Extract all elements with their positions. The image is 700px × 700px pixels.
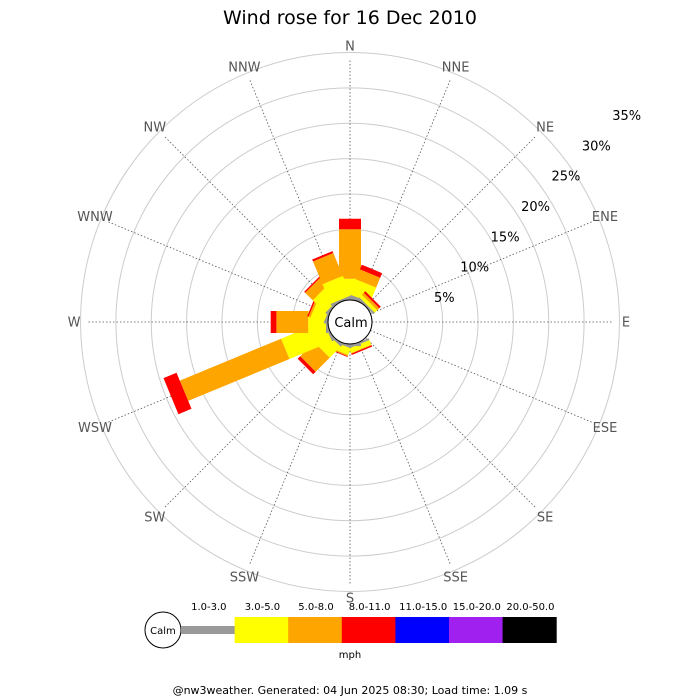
wind-bars [163, 218, 383, 415]
direction-label-ene: ENE [592, 210, 618, 225]
percent-label-35: 35% [612, 109, 641, 124]
bar-wsw-bin3 [179, 338, 290, 401]
spoke-sse [358, 342, 451, 565]
direction-label-w: W [68, 316, 81, 331]
bar-sse-bin2 [349, 340, 372, 354]
direction-label-ese: ESE [593, 421, 618, 436]
bar-sse-bin4 [351, 345, 373, 355]
bar-w-bin4 [270, 311, 277, 333]
legend-swatch-4 [341, 617, 396, 643]
bar-nw-bin4 [304, 276, 321, 293]
percent-label-30: 30% [582, 139, 611, 154]
bar-nnw-bin2 [322, 275, 351, 304]
bar-nnw-bin1 [330, 295, 352, 306]
spoke-ese [370, 330, 593, 423]
legend-swatch-1 [181, 626, 236, 634]
bar-n-bin3 [339, 229, 361, 279]
legend-label-5: 11.0-15.0 [399, 602, 447, 613]
legend-label-3: 5.0-8.0 [298, 602, 333, 613]
bar-ne-bin2 [359, 294, 378, 313]
direction-label-s: S [346, 592, 354, 607]
legend-swatch-6 [449, 617, 504, 643]
spoke-ene [370, 221, 593, 314]
legend-label-4: 8.0-11.0 [349, 602, 391, 613]
legend-swatch-3 [288, 617, 343, 643]
bar-ne-bin3 [361, 292, 380, 311]
direction-label-wsw: WSW [78, 421, 112, 436]
bar-sw-bin4 [297, 356, 316, 375]
direction-label-e: E [622, 316, 630, 331]
direction-label-ssw: SSW [230, 570, 260, 585]
ring-25pct [150, 122, 550, 522]
bar-nnw-bin3 [313, 253, 343, 285]
direction-label-sw: SW [144, 511, 165, 526]
direction-label-nne: NNE [442, 61, 470, 76]
spoke-nw [164, 136, 335, 307]
chart-title: Wind rose for 16 Dec 2010 [223, 7, 477, 29]
spoke-se [365, 337, 536, 508]
calm-center: Calm [327, 299, 373, 345]
legend-swatch-7 [502, 617, 557, 643]
legend-calm-label: Calm [150, 626, 176, 637]
spoke-nne [358, 79, 451, 302]
legend-label-6: 15.0-20.0 [453, 602, 501, 613]
speed-legend: Calm 1.0-3.0 3.0-5.0 5.0-8.0 8.0-11.0 11.0-15… [144, 602, 557, 661]
direction-label-n: N [345, 40, 355, 55]
bar-nne-bin3 [355, 269, 381, 288]
bar-ne-bin4 [363, 291, 381, 309]
legend-label-7: 20.0-50.0 [506, 602, 554, 613]
ring-35pct [80, 52, 620, 592]
legend-label-1: 1.0-3.0 [191, 602, 226, 613]
bar-nne-bin4 [359, 264, 383, 278]
percent-label-10: 10% [460, 261, 489, 276]
spoke-ssw [249, 342, 342, 565]
direction-label-ne: NE [536, 120, 554, 135]
footer-text: @nw3weather. Generated: 04 Jun 2025 08:3… [173, 684, 528, 697]
bar-w-bin3 [276, 311, 309, 333]
percent-label-15: 15% [491, 230, 520, 245]
direction-label-nnw: NNW [228, 61, 260, 76]
calm-circle [327, 299, 373, 345]
legend-swatch-2 [234, 617, 289, 643]
bar-ne-bin1 [357, 297, 375, 315]
direction-label-nw: NW [144, 120, 167, 135]
calm-label: Calm [334, 316, 367, 331]
direction-label-se: SE [537, 511, 553, 526]
direction-label-sse: SSE [443, 570, 468, 585]
percent-label-5: 5% [434, 291, 455, 306]
direction-label-wnw: WNW [77, 210, 113, 225]
legend-unit: mph [339, 650, 361, 661]
percent-label-25: 25% [551, 170, 580, 185]
spoke-wnw [107, 221, 330, 314]
percent-labels: 5% 10% 15%20%25% 30%35% [434, 109, 641, 306]
legend-swatch-5 [395, 617, 450, 643]
direction-labels: N NNE NE ENE E ESE SE SSE S SSW SW WSW W WNW NW NNW [68, 40, 631, 607]
ring-30pct [115, 87, 585, 557]
bar-sse-bin3 [351, 344, 372, 354]
bar-nnw-bin4 [312, 251, 334, 262]
percent-label-20: 20% [521, 200, 550, 215]
spoke-ne [365, 136, 536, 307]
bar-wsw-bin4 [163, 372, 192, 415]
bar-n-bin4 [339, 218, 361, 230]
legend-label-2: 3.0-5.0 [245, 602, 280, 613]
